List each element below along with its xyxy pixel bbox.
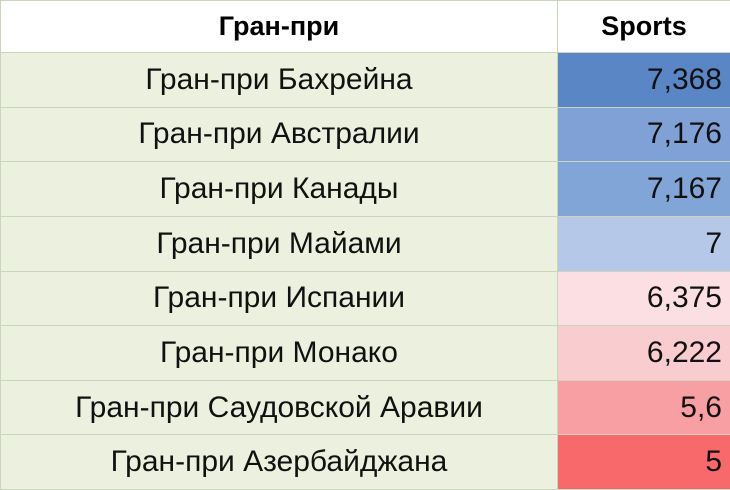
value-cell: 7,167 bbox=[557, 161, 730, 217]
value-cell: 7,368 bbox=[557, 52, 730, 108]
table-row: Гран-при Азербайджана 5 bbox=[0, 434, 730, 490]
name-cell: Гран-при Канады bbox=[0, 161, 558, 217]
header-cell: Sports bbox=[557, 0, 730, 53]
table-row: Гран-при Майами 7 bbox=[0, 215, 730, 272]
name-cell: Гран-при Саудовской Аравии bbox=[0, 379, 558, 436]
value-cell: 6,375 bbox=[557, 270, 730, 327]
value-cell: 6,222 bbox=[557, 325, 730, 381]
header-row: Гран-при Sports bbox=[0, 0, 730, 53]
name-cell: Гран-при Испании bbox=[0, 270, 558, 327]
table-row: Гран-при Австралии 7,176 bbox=[0, 106, 730, 163]
name-cell: Гран-при Азербайджана bbox=[0, 434, 558, 490]
table-row: Гран-при Бахрейна 7,368 bbox=[0, 52, 730, 108]
name-cell: Гран-при Майами bbox=[0, 215, 558, 272]
value-cell: 7 bbox=[557, 215, 730, 272]
name-cell: Гран-при Монако bbox=[0, 325, 558, 381]
table-row: Гран-при Монако 6,222 bbox=[0, 325, 730, 381]
table-row: Гран-при Канады 7,167 bbox=[0, 161, 730, 217]
name-cell: Гран-при Австралии bbox=[0, 106, 558, 163]
value-cell: 5,6 bbox=[557, 379, 730, 436]
value-cell: 5 bbox=[557, 434, 730, 490]
name-cell: Гран-при Бахрейна bbox=[0, 52, 558, 108]
value-cell: 7,176 bbox=[557, 106, 730, 163]
table-row: Гран-при Испании 6,375 bbox=[0, 270, 730, 327]
table-row: Гран-при Саудовской Аравии 5,6 bbox=[0, 379, 730, 436]
table-body: Гран-при Бахрейна 7,368 Гран-при Австралии… bbox=[0, 52, 730, 490]
header-cell: Гран-при bbox=[0, 0, 558, 53]
